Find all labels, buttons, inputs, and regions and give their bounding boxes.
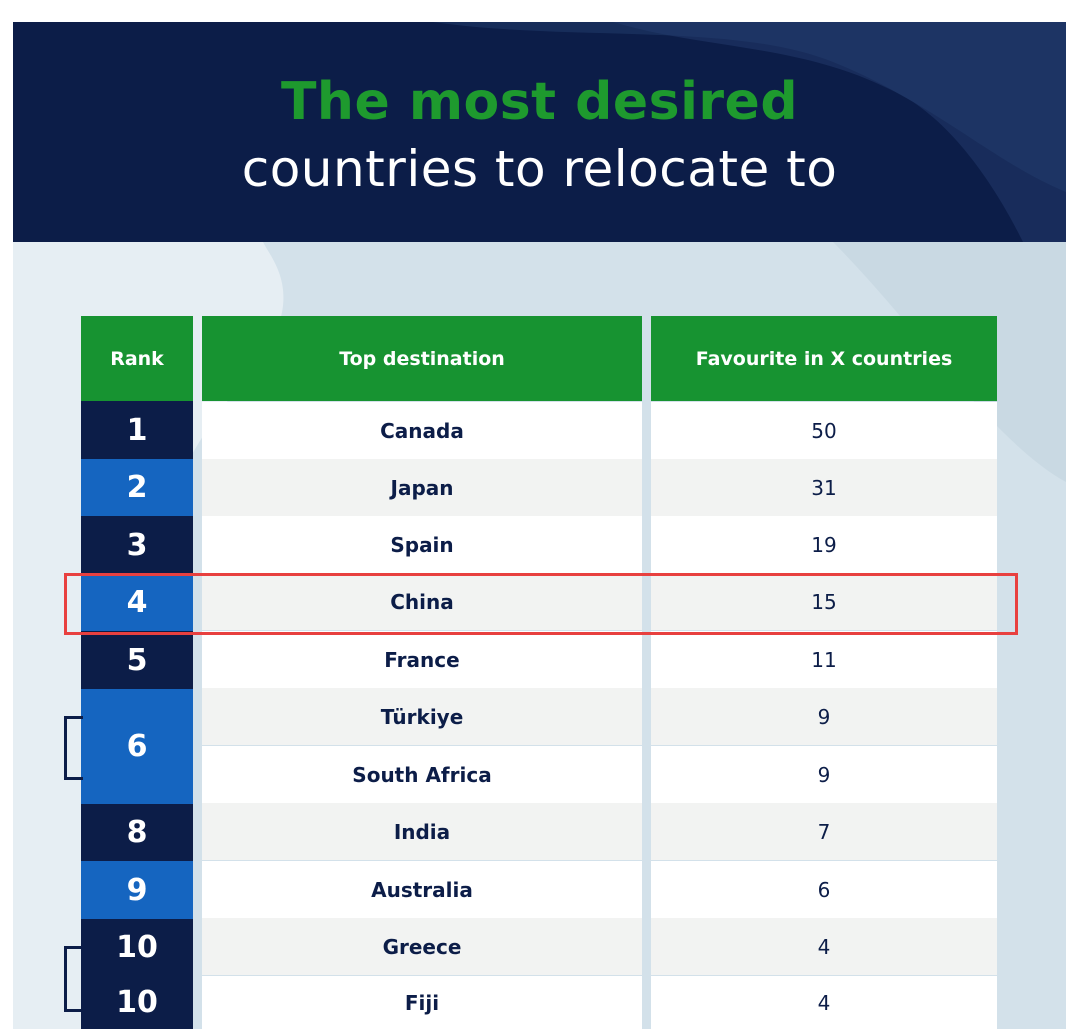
value-cell: 31 [651, 459, 997, 516]
destination-cell: Canada [202, 402, 642, 459]
value-cell: 11 [651, 631, 997, 688]
header-destination: Top destination [202, 316, 642, 401]
title-line-2: countries to relocate to [241, 140, 838, 198]
rank-cell: 9 [81, 861, 193, 919]
rank-cell: 2 [81, 459, 193, 516]
value-cell: 7 [651, 803, 997, 860]
header-favourite: Favourite in X countries [651, 316, 997, 401]
rank-cell: 3 [81, 516, 193, 574]
rank-cell: 10 [81, 919, 193, 976]
destination-cell: Fiji [202, 976, 642, 1029]
destination-cell: India [202, 803, 642, 860]
destination-cell: Australia [202, 861, 642, 918]
tie-bracket [64, 946, 83, 1012]
rank-cell: 8 [81, 804, 193, 861]
value-cell: 9 [651, 688, 997, 745]
destination-cell: Türkiye [202, 688, 642, 745]
infographic-frame: The most desired countries to relocate t… [13, 22, 1066, 1029]
destination-cell: South Africa [202, 746, 642, 803]
title-line-1: The most desired [280, 72, 799, 132]
value-cell: 6 [651, 861, 997, 918]
value-cell: 50 [651, 402, 997, 459]
highlight-box [64, 573, 1018, 635]
rank-cell: 1 [81, 401, 193, 459]
value-cell: 15 [651, 573, 997, 630]
value-cell: 4 [651, 976, 997, 1029]
value-cell: 19 [651, 516, 997, 573]
destination-cell: France [202, 631, 642, 688]
destination-cell: China [202, 573, 642, 630]
value-cell: 9 [651, 746, 997, 803]
header-rank: Rank [81, 316, 193, 401]
rank-cell: 4 [81, 574, 193, 631]
header-shapes [433, 22, 1066, 242]
rank-cell: 6 [81, 689, 193, 804]
destination-cell: Spain [202, 516, 642, 573]
destination-cell: Japan [202, 459, 642, 516]
value-cell: 4 [651, 918, 997, 975]
tie-bracket [64, 716, 83, 780]
destination-cell: Greece [202, 918, 642, 975]
header-banner: The most desired countries to relocate t… [13, 22, 1066, 242]
rank-cell: 5 [81, 631, 193, 689]
rank-cell: 10 [81, 976, 193, 1029]
